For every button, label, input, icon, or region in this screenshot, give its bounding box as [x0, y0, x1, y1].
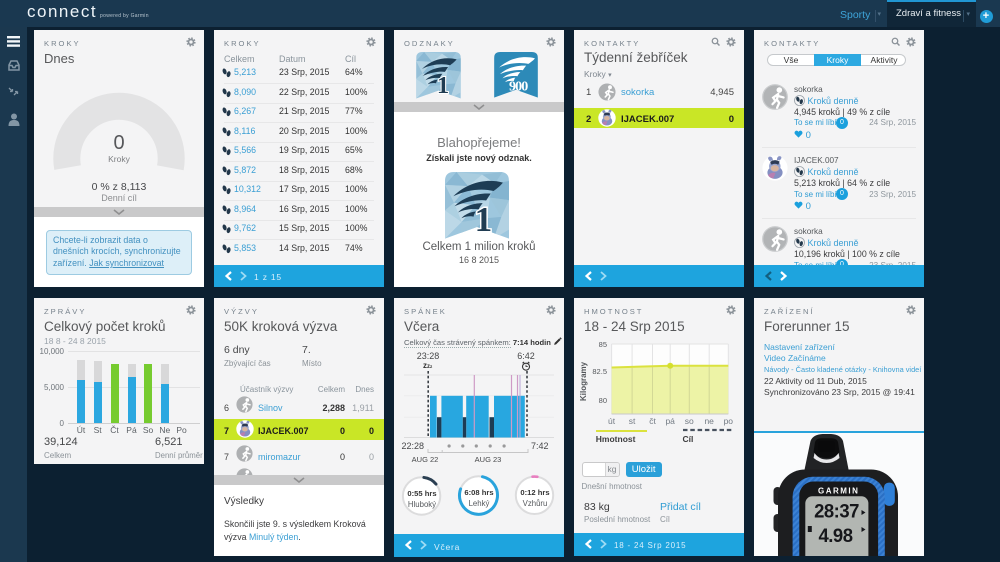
svg-text:1: 1	[437, 72, 449, 99]
svg-text:28:37: 28:37	[814, 500, 859, 522]
svg-text:900: 900	[509, 79, 528, 95]
svg-text:1: 1	[475, 200, 493, 239]
svg-text:4.98: 4.98	[819, 525, 853, 547]
svg-text:GARMIN: GARMIN	[818, 486, 859, 495]
